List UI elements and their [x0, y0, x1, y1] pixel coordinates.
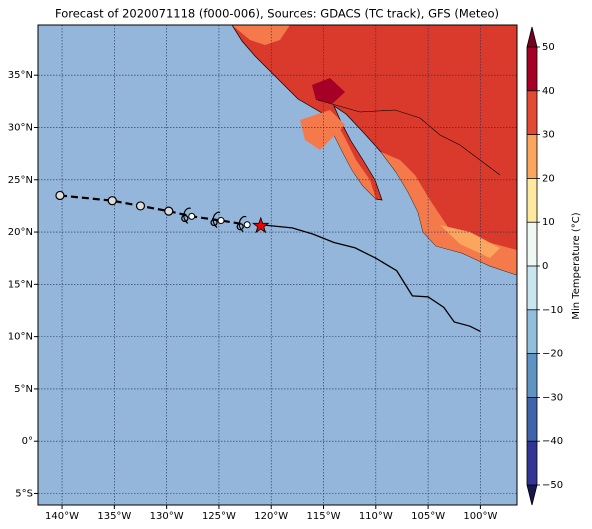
colorbar-tick-label: 50: [542, 42, 555, 53]
lat-tick-label: 30°N: [8, 122, 33, 133]
map-frame: [37, 24, 518, 506]
lat-tick-label: 35°N: [8, 70, 33, 81]
land-cool-patch: [440, 225, 500, 258]
colorbar-band: [527, 222, 537, 266]
colorbar-band: [527, 441, 537, 485]
land-warm-patch: [232, 25, 290, 45]
land-hot-patch: [312, 78, 345, 104]
colorbar-tick-label: 10: [542, 217, 555, 228]
colorbar-tick-label: −50: [542, 480, 563, 491]
lat-tick-label: 5°N: [14, 384, 33, 395]
track-point: [135, 201, 146, 211]
lon-tick-label: 110°W: [359, 511, 393, 522]
map-title: Forecast of 2020071118 (f000-006), Sourc…: [55, 7, 499, 21]
track-point: [164, 206, 174, 216]
colorbar-tick-label: 20: [542, 173, 555, 184]
lat-tick-label: 15°N: [8, 279, 33, 290]
lon-tick-label: 120°W: [254, 511, 288, 522]
land-warm-patch: [300, 110, 345, 150]
track-point: [188, 212, 196, 220]
colorbar-band: [527, 90, 537, 135]
lon-tick-label: 115°W: [307, 511, 341, 522]
lon-tick-label: 130°W: [150, 511, 184, 522]
track-point: [217, 217, 225, 225]
track: [55, 190, 481, 332]
colorbar-band: [527, 309, 537, 354]
storm-symbol: [210, 211, 221, 229]
storm-symbol: [181, 207, 191, 224]
colorbar-label: Min Temperature (°C): [571, 212, 582, 319]
colorbar: −50 −40 −30 −20 −10 0 10 20 30 40 50: [526, 26, 563, 506]
colorbar-band: [527, 266, 537, 310]
forecast-track: [260, 224, 481, 332]
colorbar-tick-label: 40: [542, 86, 555, 97]
border: [317, 99, 501, 176]
lon-tick-label: 140°W: [45, 511, 79, 522]
grid: 140°W 135°W 130°W 125°W 120°W 115°W 110°W 105°W…: [8, 25, 517, 522]
colorbar-band: [527, 47, 537, 91]
lat-tick-label: 20°N: [8, 227, 33, 238]
colorbar-band: [527, 178, 537, 223]
colorbar-tick-label: −10: [542, 305, 563, 316]
track-point: [55, 190, 65, 201]
colorbar-tick-label: 0: [542, 261, 548, 272]
colorbar-band: [527, 353, 537, 398]
lat-tick-label: 0°: [22, 436, 33, 447]
lon-tick-label: 135°W: [97, 511, 131, 522]
current-position: [251, 216, 270, 234]
track-point: [107, 196, 117, 206]
colorbar-band: [527, 134, 537, 179]
lat-tick-label: 10°N: [8, 332, 33, 343]
colorbar-tick-label: −30: [542, 392, 563, 403]
colorbar-tick-label: −40: [542, 436, 563, 447]
land: [231, 25, 517, 276]
colorbar-band: [527, 397, 537, 442]
lat-tick-label: 25°N: [8, 175, 33, 186]
colorbar-extend-high: [527, 27, 537, 47]
colorbar-extend-low: [527, 485, 537, 505]
colorbar-tick-label: −20: [542, 349, 563, 360]
lon-tick-label: 105°W: [411, 511, 445, 522]
colorbar-tick-label: 30: [542, 130, 555, 141]
lon-tick-label: 125°W: [202, 511, 236, 522]
lat-tick-label: 5°S: [15, 488, 33, 499]
track-point: [243, 221, 251, 229]
storm-symbol: [236, 215, 247, 233]
lon-tick-label: 100°W: [463, 511, 497, 522]
